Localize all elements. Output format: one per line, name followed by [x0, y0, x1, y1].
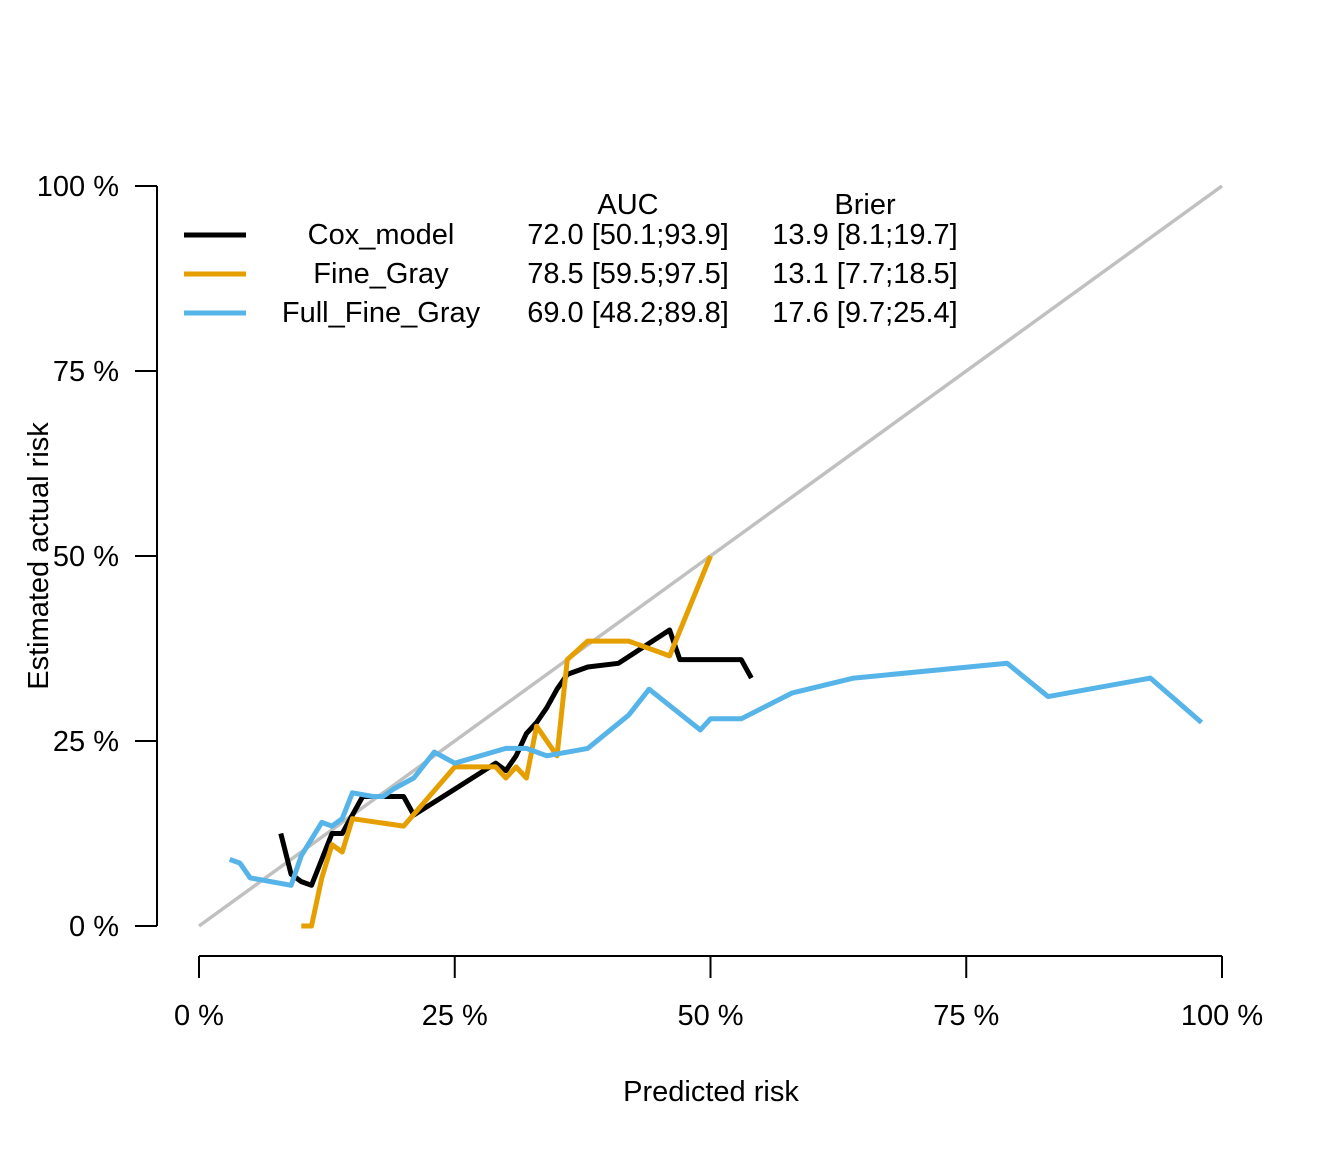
- legend-brier-value: 17.6 [9.7;25.4]: [772, 297, 957, 329]
- y-tick-label: 0 %: [69, 911, 119, 943]
- series-line-cox-model: [278, 627, 754, 888]
- series-line-full-fine-gray: [228, 660, 1204, 888]
- y-tick-label: 25 %: [53, 726, 119, 758]
- legend-rows: Cox_model 72.0 [50.1;93.9] 13.9 [8.1;19.7]…: [184, 219, 958, 329]
- y-tick-label: 100 %: [37, 171, 119, 203]
- x-tick-label: 0 %: [174, 1000, 224, 1032]
- series-line-fine-gray: [301, 555, 713, 929]
- x-tick-label: 100 %: [1181, 1000, 1263, 1032]
- y-axis-title: Estimated actual risk: [23, 422, 55, 690]
- legend-series-name: Cox_model: [308, 219, 455, 251]
- legend-row: Full_Fine_Gray 69.0 [48.2;89.8] 17.6 [9.7;…: [184, 297, 958, 329]
- legend-brier-value: 13.9 [8.1;19.7]: [772, 219, 957, 251]
- x-tick-label: 50 %: [677, 1000, 743, 1032]
- x-axis-title: Predicted risk: [623, 1076, 799, 1108]
- x-ticks: 0 % 25 % 50 % 75 % 100 %: [174, 956, 1263, 1032]
- legend-brier-value: 13.1 [7.7;18.5]: [772, 258, 957, 290]
- legend-series-name: Fine_Gray: [313, 258, 449, 290]
- legend-row: Cox_model 72.0 [50.1;93.9] 13.9 [8.1;19.7]: [184, 219, 958, 251]
- legend-auc-value: 72.0 [50.1;93.9]: [527, 219, 729, 251]
- legend-auc-value: 78.5 [59.5;97.5]: [527, 258, 729, 290]
- legend-auc-value: 69.0 [48.2;89.8]: [527, 297, 729, 329]
- legend-header-brier: Brier: [834, 189, 896, 221]
- legend-row: Fine_Gray 78.5 [59.5;97.5] 13.1 [7.7;18.5]: [184, 258, 958, 290]
- y-tick-label: 50 %: [53, 541, 119, 573]
- series-layer: [228, 555, 1204, 929]
- legend-series-name: Full_Fine_Gray: [282, 297, 481, 329]
- y-ticks: 0 % 25 % 50 % 75 % 100 %: [37, 171, 157, 943]
- legend-header-auc: AUC: [597, 189, 658, 221]
- x-tick-label: 75 %: [933, 1000, 999, 1032]
- y-tick-label: 75 %: [53, 356, 119, 388]
- x-tick-label: 25 %: [422, 1000, 488, 1032]
- legend: AUC Brier Cox_model 72.0 [50.1;93.9] 13.9 …: [184, 189, 958, 329]
